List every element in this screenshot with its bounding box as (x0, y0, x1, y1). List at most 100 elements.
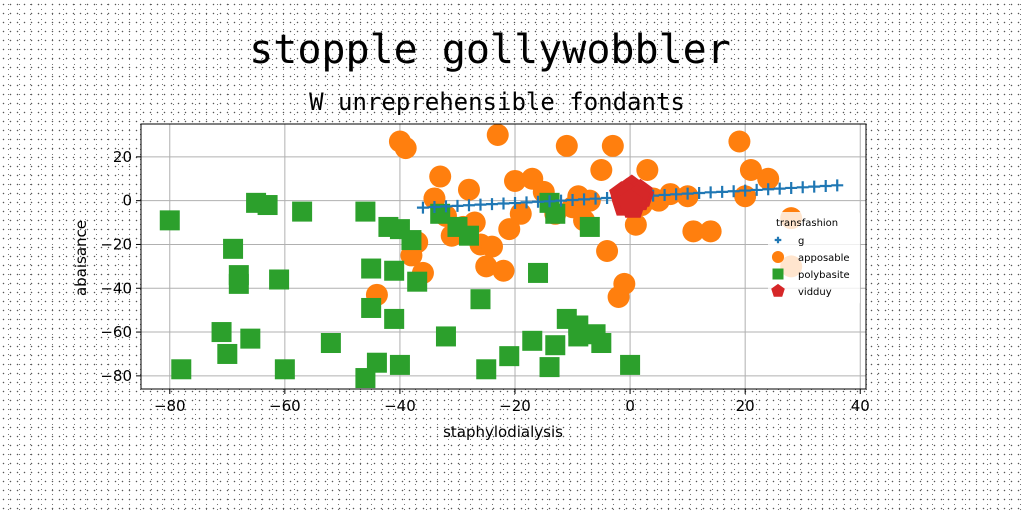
legend-items: g apposable polybasite vidduy (771, 236, 850, 298)
g-point (543, 195, 556, 208)
g-point (762, 183, 775, 196)
g-point (532, 195, 545, 208)
apposable-point (492, 259, 515, 282)
polybasite-point (528, 262, 549, 283)
polybasite-point (401, 230, 422, 251)
g-point (670, 188, 683, 201)
apposable-point (682, 220, 705, 243)
y-tick-label: −40 (100, 279, 132, 297)
g-point (819, 179, 832, 192)
legend-marker-polybasite (772, 268, 784, 280)
polybasite-point (545, 335, 566, 356)
g-point (416, 201, 429, 214)
polybasite-point (522, 330, 543, 351)
polybasite-point (211, 322, 232, 343)
polybasite-point (159, 210, 180, 231)
apposable-point (504, 169, 527, 192)
legend-label-g: g (798, 236, 804, 247)
y-tick-label: −60 (100, 323, 132, 341)
marks-layer (159, 123, 844, 389)
vidduy-point (617, 188, 643, 213)
apposable-point (509, 202, 532, 225)
polybasite-point (539, 357, 560, 378)
polybasite-point (269, 269, 290, 290)
apposable-point (728, 130, 751, 153)
polybasite-point (435, 326, 456, 347)
g-point (831, 179, 844, 192)
g-point (451, 199, 464, 212)
polybasite-point (257, 195, 278, 216)
g-point (693, 186, 706, 199)
apposable-point (636, 158, 659, 181)
apposable-point (601, 134, 624, 157)
apposable-point (394, 137, 417, 160)
polybasite-point (223, 238, 244, 259)
polybasite-point (361, 297, 382, 318)
g-point (773, 182, 786, 195)
g-point (739, 184, 752, 197)
polybasite-point (384, 308, 405, 329)
polybasite-point (476, 359, 497, 380)
g-point (796, 181, 809, 194)
chart-subtitle: W unreprehensible fondants (309, 88, 685, 116)
g-point (727, 185, 740, 198)
legend-marker-apposable (771, 250, 785, 264)
apposable-point (739, 158, 762, 181)
g-point (589, 192, 602, 205)
legend: transfashion g apposable polybasite vidduy (768, 212, 860, 304)
polybasite-point (171, 359, 192, 380)
apposable-point (498, 218, 521, 241)
plot-frame (140, 123, 867, 390)
chart-title: stopple gollywobbler (249, 27, 731, 73)
g-point (704, 186, 717, 199)
apposable-point (429, 165, 452, 188)
y-tick-label: 0 (122, 192, 132, 210)
polybasite-point (470, 289, 491, 310)
apposable-point (475, 255, 498, 278)
apposable-point (578, 189, 601, 212)
polybasite-point (228, 265, 249, 286)
x-tick-label: 0 (625, 397, 635, 415)
series-vidduy (609, 174, 654, 218)
polybasite-point (579, 216, 600, 237)
apposable-point (699, 220, 722, 243)
legend-box (768, 212, 860, 304)
g-point (658, 188, 671, 201)
polybasite-point (591, 333, 612, 354)
apposable-point (590, 158, 613, 181)
y-axis-label: abaisance (72, 220, 90, 296)
y-tick-label: −80 (100, 367, 132, 385)
g-point (750, 183, 763, 196)
legend-label-vidduy: vidduy (798, 287, 832, 298)
polybasite-point (384, 260, 405, 281)
g-point (578, 193, 591, 206)
g-point (509, 197, 522, 210)
legend-marker-g (774, 236, 782, 244)
g-point (566, 193, 579, 206)
polybasite-point (545, 203, 566, 224)
g-point (520, 196, 533, 209)
polybasite-point (320, 333, 341, 354)
g-point (681, 187, 694, 200)
polybasite-point (620, 354, 641, 375)
polybasite-point (292, 201, 313, 222)
polybasite-point (355, 368, 376, 389)
x-tick-label: −60 (269, 397, 301, 415)
polybasite-point (217, 343, 238, 364)
g-point (808, 180, 821, 193)
apposable-point (486, 123, 509, 146)
g-point (462, 199, 475, 212)
apposable-point (624, 213, 647, 236)
g-point (555, 194, 568, 207)
apposable-point (613, 272, 636, 295)
polybasite-point (568, 326, 589, 347)
legend-marker-vidduy (771, 283, 785, 297)
polybasite-point (361, 258, 382, 279)
legend-label-polybasite: polybasite (798, 270, 850, 281)
y-tick-label: −20 (100, 235, 132, 253)
y-tick-label: 20 (113, 148, 132, 166)
polybasite-point (274, 359, 295, 380)
g-point (601, 192, 614, 205)
apposable-point (757, 167, 780, 190)
